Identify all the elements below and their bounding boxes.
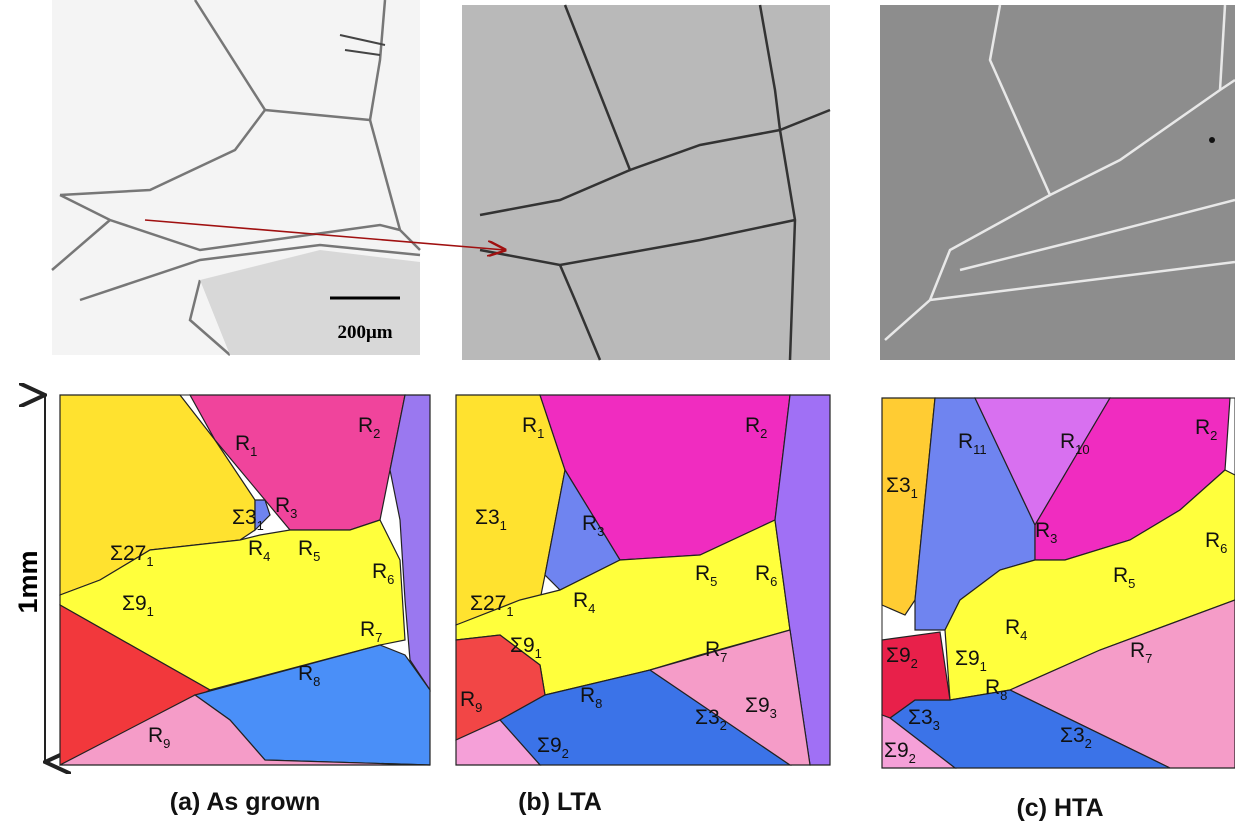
grain-symbol: R [275, 494, 290, 517]
grain-symbol: R [358, 414, 373, 437]
grain-symbol: Σ3 [475, 506, 500, 529]
grain-symbol: R [248, 537, 263, 560]
grain-map-c [882, 398, 1235, 768]
grain-index: 1 [537, 426, 544, 441]
figure: 200μm 1mm [0, 0, 1235, 832]
grain-symbol: R [1035, 519, 1050, 542]
grain-index: 3 [933, 718, 940, 733]
grain-index: 4 [263, 549, 270, 564]
grain-symbol: Σ3 [908, 706, 933, 729]
grain-symbol: R [580, 684, 595, 707]
micrograph-c [880, 5, 1235, 360]
grain-symbol: R [1195, 416, 1210, 439]
grain-symbol: Σ9 [537, 734, 562, 757]
grain-symbol: R [372, 560, 387, 583]
caption: (c) HTA [1016, 794, 1103, 822]
grain-index: 1 [506, 604, 513, 619]
grain-index: 6 [387, 572, 394, 587]
grain-index: 9 [475, 700, 482, 715]
grain-index: 3 [770, 706, 777, 721]
grain-index: 8 [595, 696, 602, 711]
grain-symbol: Σ3 [1060, 724, 1085, 747]
grain-symbol: R [1130, 639, 1145, 662]
grain-symbol: R [360, 618, 375, 641]
grain-symbol: Σ3 [886, 474, 911, 497]
grain-symbol: R [1060, 430, 1075, 453]
grain-index: 2 [760, 426, 767, 441]
caption: (a) As grown [170, 788, 320, 816]
grain-symbol: Σ9 [884, 739, 909, 762]
grain-symbol: R [582, 512, 597, 535]
grain-symbol: Σ27 [470, 592, 506, 615]
grain-symbol: R [958, 430, 973, 453]
grain-index: 2 [1085, 736, 1092, 751]
grain-symbol: R [298, 662, 313, 685]
grain-index: 6 [1220, 541, 1227, 556]
grain-index: 8 [1000, 688, 1007, 703]
grain-symbol: Σ9 [886, 644, 911, 667]
grain-symbol: R [235, 432, 250, 455]
grain-symbol: Σ27 [110, 542, 146, 565]
grain-index: 3 [597, 524, 604, 539]
grain-symbol: R [460, 688, 475, 711]
grain-symbol: Σ9 [122, 592, 147, 615]
grain-index: 1 [250, 444, 257, 459]
grain-index: 9 [163, 736, 170, 751]
micrograph-a: 200μm [52, 0, 420, 355]
grain-index: 1 [500, 518, 507, 533]
grain-index: 1 [147, 604, 154, 619]
grain-symbol: R [1005, 616, 1020, 639]
grain-symbol: R [573, 589, 588, 612]
grain-index: 2 [720, 718, 727, 733]
scale-bar-label: 200μm [337, 322, 392, 343]
grain-index: 6 [770, 574, 777, 589]
grain-symbol: R [1113, 564, 1128, 587]
grain-symbol: R [985, 676, 1000, 699]
grain-index: 8 [313, 674, 320, 689]
grain-index: 1 [146, 554, 153, 569]
grain-index: 1 [911, 486, 918, 501]
grain-symbol: R [298, 537, 313, 560]
grain-index: 1 [535, 646, 542, 661]
grain-symbol: R [705, 638, 720, 661]
grain-index: 5 [710, 574, 717, 589]
grain-index: 5 [313, 549, 320, 564]
grain-symbol: Σ9 [510, 634, 535, 657]
grain-index: 2 [909, 751, 916, 766]
grain-index: 1 [980, 659, 987, 674]
grain-index: 2 [562, 746, 569, 761]
grain-index: 1 [257, 518, 264, 533]
grain-symbol: Σ9 [955, 647, 980, 670]
grain-index: 2 [373, 426, 380, 441]
grain-index: 7 [720, 650, 727, 665]
grain-index: 3 [290, 506, 297, 521]
grain-symbol: Σ9 [745, 694, 770, 717]
grain-index: 10 [1075, 442, 1089, 457]
grain-index: 2 [1210, 428, 1217, 443]
scale-label: 1mm [13, 550, 43, 613]
grain-symbol: R [755, 562, 770, 585]
grain-index: 11 [973, 442, 987, 457]
grain-symbol: R [1205, 529, 1220, 552]
grain-index: 4 [588, 601, 595, 616]
grain-index: 2 [911, 656, 918, 671]
grain-symbol: R [522, 414, 537, 437]
grain-index: 4 [1020, 628, 1027, 643]
grain-symbol: R [148, 724, 163, 747]
grain-index: 3 [1050, 531, 1057, 546]
caption: (b) LTA [518, 788, 602, 816]
grain-symbol: Σ3 [695, 706, 720, 729]
grain-symbol: Σ3 [232, 506, 257, 529]
grain-symbol: R [695, 562, 710, 585]
micrograph-b [462, 5, 830, 360]
grain-index: 5 [1128, 576, 1135, 591]
grain-symbol: R [745, 414, 760, 437]
grain-index: 7 [375, 630, 382, 645]
grain-index: 7 [1145, 651, 1152, 666]
